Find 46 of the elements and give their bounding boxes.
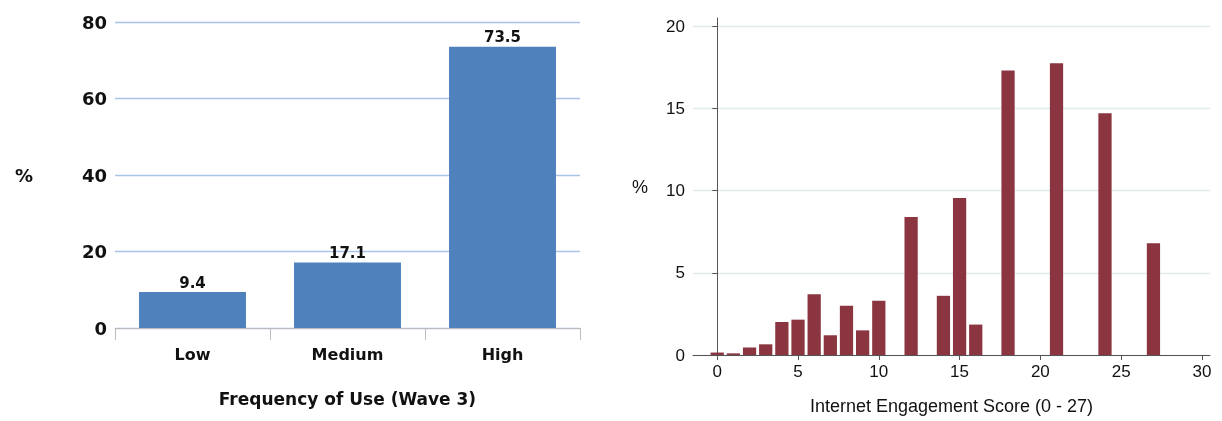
y-tick-label: 40 [81, 164, 107, 186]
x-tick-label: 0 [712, 362, 722, 381]
bar [904, 216, 918, 355]
x-tick-label: 30 [1192, 362, 1212, 381]
y-axis-title: % [14, 164, 33, 186]
y-tick-label: 20 [666, 16, 685, 36]
x-tick-label: 20 [1030, 362, 1050, 381]
x-tick-label: Medium [311, 344, 384, 364]
bar [139, 292, 246, 328]
x-axis-title: Frequency of Use (Wave 3) [218, 388, 477, 409]
y-axis-title: % [631, 176, 648, 197]
bar [823, 335, 837, 355]
bar [839, 305, 854, 355]
bar [872, 300, 886, 355]
y-tick-label: 60 [81, 88, 107, 109]
y-tick-label: 20 [81, 241, 107, 262]
y-tick-label: 15 [666, 98, 685, 118]
bar [1001, 70, 1015, 355]
bar [1049, 63, 1064, 355]
x-tick-label: Low [174, 344, 211, 364]
x-axis-title: Internet Engagement Score (0 - 27) [809, 396, 1094, 416]
bar [936, 295, 951, 355]
bar [791, 319, 805, 355]
bar [294, 262, 401, 328]
bar [775, 322, 789, 355]
data-label: 73.5 [483, 28, 522, 47]
bar [969, 324, 983, 355]
y-tick-label: 5 [675, 263, 685, 283]
y-tick-label: 0 [94, 317, 107, 339]
bar [449, 46, 556, 328]
x-tick-label: High [481, 344, 524, 364]
x-tick-label: 25 [1111, 362, 1131, 381]
y-tick-label: 80 [81, 11, 107, 33]
data-label: 9.4 [179, 273, 206, 292]
bar [759, 344, 773, 355]
data-label: 17.1 [328, 244, 367, 263]
bar [952, 198, 967, 355]
bar [856, 330, 870, 355]
y-tick-label: 10 [666, 181, 685, 201]
x-tick-label: 15 [950, 362, 970, 381]
bar [742, 347, 757, 355]
bar [1098, 113, 1112, 355]
bar [807, 294, 821, 355]
bar [1146, 243, 1161, 355]
x-tick-label: 5 [793, 362, 803, 381]
x-tick-label: 10 [869, 362, 889, 381]
